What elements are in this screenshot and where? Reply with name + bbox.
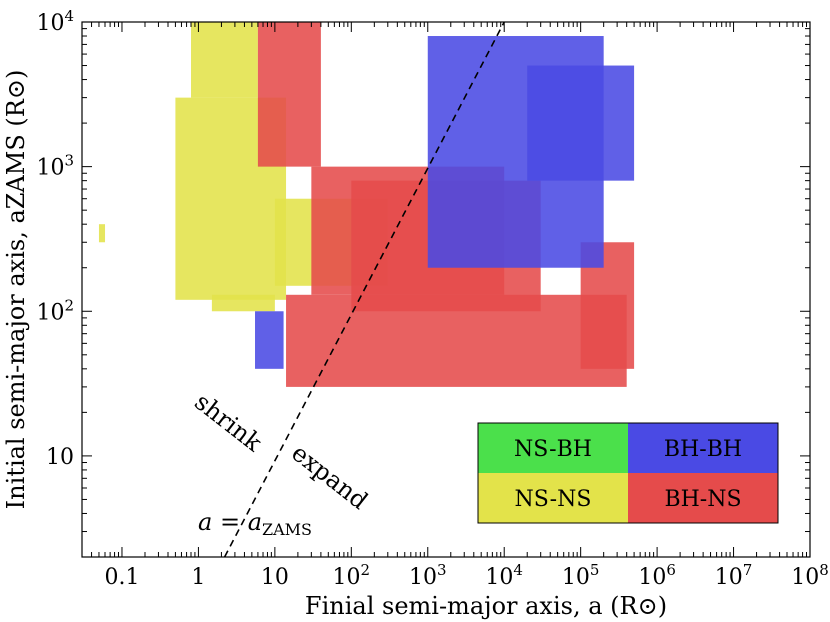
region-bh-ns-0	[257, 22, 321, 167]
region-bh-bh-2	[527, 65, 635, 181]
legend-swatch-ns-ns	[478, 473, 628, 523]
x-tick-label: 107	[715, 561, 753, 590]
region-bh-bh-0	[255, 311, 284, 369]
y-axis-label: Initial semi-major axis, aZAMS (R⊙)	[2, 70, 30, 510]
x-tick-label: 10	[261, 565, 289, 590]
heatmap-regions	[98, 22, 635, 387]
reference-line-label: a = aZAMS	[198, 508, 312, 539]
region-ns-ns-2	[211, 294, 275, 312]
reference-line	[223, 22, 505, 557]
region-ns-ns-1	[191, 22, 258, 98]
y-tick-label: 102	[36, 296, 74, 325]
legend: NS-BH BH-BH NS-NS BH-NS	[477, 422, 779, 524]
annotation-expand: expand	[286, 439, 373, 515]
x-tick-label: 102	[333, 561, 371, 590]
x-tick-label: 1	[191, 565, 205, 590]
y-tick-label: 104	[36, 7, 74, 36]
legend-label-ns-bh: NS-BH	[514, 437, 592, 462]
y-tick-label: 10	[46, 445, 74, 470]
legend-swatch-ns-bh	[478, 423, 628, 473]
legend-border	[477, 422, 779, 524]
region-ns-ns-4	[98, 224, 106, 243]
legend-label-ns-ns: NS-NS	[515, 487, 592, 512]
x-tick-label: 108	[791, 561, 829, 590]
annotation-shrink: shrink	[189, 388, 267, 458]
legend-label-bh-bh: BH-BH	[664, 437, 742, 462]
legend-label-bh-ns: BH-NS	[664, 487, 741, 512]
x-tick-label: 0.1	[104, 565, 139, 590]
x-axis-label: Finial semi-major axis, a (R⊙)	[305, 592, 667, 620]
x-tick-label: 106	[638, 561, 676, 590]
legend-swatch-bh-ns	[628, 473, 778, 523]
reference-line-group	[223, 22, 505, 557]
x-tick-label: 105	[562, 561, 600, 590]
axis-ticks: 0.1 1 10 102 103 104 105 106 107 108 10 102 103 104	[36, 7, 828, 590]
x-tick-label: 104	[485, 561, 523, 590]
plot-frame	[81, 21, 811, 558]
legend-swatch-bh-bh	[628, 423, 778, 473]
y-tick-label: 103	[36, 152, 74, 181]
axis-labels: Finial semi-major axis, a (R⊙) Initial se…	[2, 70, 667, 620]
x-tick-label: 103	[409, 561, 447, 590]
